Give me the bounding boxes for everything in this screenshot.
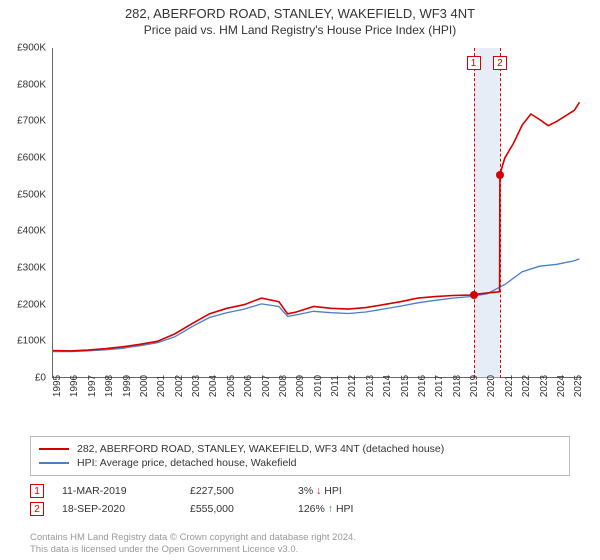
ytick-label: £800K: [2, 79, 46, 90]
xtick-label: 1995: [52, 375, 63, 397]
xtick-label: 2002: [174, 375, 185, 397]
chart-area: 12 £0£100K£200K£300K£400K£500K£600K£700K…: [52, 48, 582, 398]
marker-label: 1: [467, 56, 481, 70]
down-arrow-icon: ↓: [316, 485, 321, 497]
xtick-label: 2023: [539, 375, 550, 397]
xtick-label: 2021: [504, 375, 515, 397]
series-hpi: [53, 259, 580, 352]
sale-pct-vs-hpi: 3% ↓ HPI: [298, 485, 418, 497]
xtick-label: 2016: [417, 375, 428, 397]
legend-swatch: [39, 448, 69, 450]
xtick-label: 2020: [486, 375, 497, 397]
sale-dot: [496, 171, 504, 179]
legend-item: 282, ABERFORD ROAD, STANLEY, WAKEFIELD, …: [39, 442, 561, 456]
xtick-label: 2022: [521, 375, 532, 397]
xtick-label: 2004: [208, 375, 219, 397]
xtick-label: 1999: [122, 375, 133, 397]
xtick-label: 2010: [313, 375, 324, 397]
ytick-label: £500K: [2, 189, 46, 200]
xtick-label: 2025: [573, 375, 584, 397]
xtick-label: 2005: [226, 375, 237, 397]
ytick-label: £400K: [2, 226, 46, 237]
legend-label: 282, ABERFORD ROAD, STANLEY, WAKEFIELD, …: [77, 443, 444, 455]
xtick-label: 2001: [156, 375, 167, 397]
sale-index-box: 2: [30, 502, 44, 516]
sale-dot: [470, 291, 478, 299]
sale-row: 1 11-MAR-2019 £227,500 3% ↓ HPI: [30, 482, 418, 500]
up-arrow-icon: ↑: [328, 503, 333, 515]
series-price_paid: [53, 102, 580, 351]
xtick-label: 2000: [139, 375, 150, 397]
xtick-label: 2009: [295, 375, 306, 397]
xtick-label: 2013: [365, 375, 376, 397]
xtick-label: 2003: [191, 375, 202, 397]
footer-line2: This data is licensed under the Open Gov…: [30, 544, 356, 556]
sale-price: £227,500: [190, 485, 280, 497]
xtick-label: 2011: [330, 375, 341, 397]
sale-date: 18-SEP-2020: [62, 503, 172, 515]
sale-index-box: 1: [30, 484, 44, 498]
xtick-label: 2014: [382, 375, 393, 397]
sale-date: 11-MAR-2019: [62, 485, 172, 497]
xtick-label: 2015: [400, 375, 411, 397]
xtick-label: 2024: [556, 375, 567, 397]
legend-swatch: [39, 462, 69, 464]
xtick-label: 2008: [278, 375, 289, 397]
ytick-label: £700K: [2, 116, 46, 127]
xtick-label: 2019: [469, 375, 480, 397]
ytick-label: £300K: [2, 263, 46, 274]
xtick-label: 2007: [261, 375, 272, 397]
ytick-label: £600K: [2, 153, 46, 164]
ytick-label: £100K: [2, 336, 46, 347]
ytick-label: £900K: [2, 43, 46, 54]
legend-label: HPI: Average price, detached house, Wake…: [77, 457, 296, 469]
xtick-label: 2006: [243, 375, 254, 397]
xtick-label: 1996: [69, 375, 80, 397]
legend-item: HPI: Average price, detached house, Wake…: [39, 456, 561, 470]
xtick-label: 2018: [452, 375, 463, 397]
xtick-label: 1997: [87, 375, 98, 397]
chart-lines: [53, 48, 583, 378]
footer-line1: Contains HM Land Registry data © Crown c…: [30, 532, 356, 544]
xtick-label: 2012: [347, 375, 358, 397]
sales-table: 1 11-MAR-2019 £227,500 3% ↓ HPI 2 18-SEP-2020…: [30, 482, 418, 518]
legend: 282, ABERFORD ROAD, STANLEY, WAKEFIELD, …: [30, 436, 570, 476]
plot-region: 12: [52, 48, 582, 378]
xtick-label: 2017: [434, 375, 445, 397]
ytick-label: £0: [2, 373, 46, 384]
chart-title: 282, ABERFORD ROAD, STANLEY, WAKEFIELD, …: [0, 6, 600, 21]
sale-pct-vs-hpi: 126% ↑ HPI: [298, 503, 418, 515]
sale-price: £555,000: [190, 503, 280, 515]
sale-row: 2 18-SEP-2020 £555,000 126% ↑ HPI: [30, 500, 418, 518]
chart-subtitle: Price paid vs. HM Land Registry's House …: [0, 23, 600, 37]
marker-label: 2: [493, 56, 507, 70]
xtick-label: 1998: [104, 375, 115, 397]
footer-attribution: Contains HM Land Registry data © Crown c…: [30, 532, 356, 556]
ytick-label: £200K: [2, 299, 46, 310]
